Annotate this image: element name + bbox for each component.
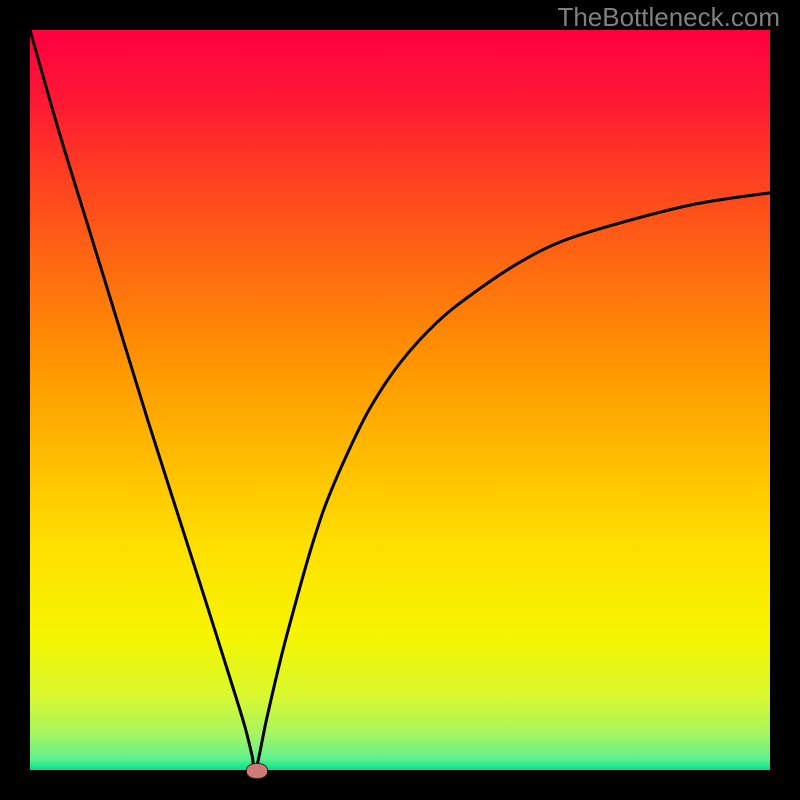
bottleneck-curve — [30, 30, 770, 770]
curve-layer — [30, 30, 770, 770]
watermark-text: TheBottleneck.com — [557, 2, 780, 33]
plot-area — [30, 30, 770, 770]
minimum-marker — [246, 763, 268, 779]
